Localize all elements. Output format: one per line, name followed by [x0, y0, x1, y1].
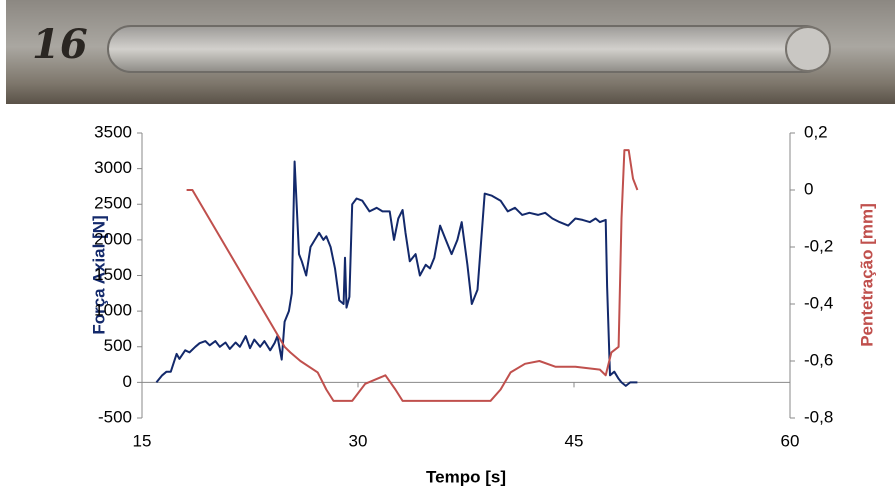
y2-tick-label: -0,6: [804, 350, 833, 369]
weld-groove: [107, 25, 829, 73]
data-line: [186, 149, 639, 402]
y-tick-label: 3500: [94, 122, 132, 141]
sample-label: 16: [32, 21, 88, 68]
y-tick-label: 2500: [94, 194, 132, 213]
x-tick-label: 45: [565, 431, 584, 450]
y2-axis-title: Pentetração [mm]: [857, 203, 876, 347]
x-tick-label: 30: [349, 431, 368, 450]
y2-tick-label: -0,2: [804, 236, 833, 255]
y-tick-label: 2000: [94, 229, 132, 248]
y2-tick-label: 0: [804, 179, 813, 198]
y2-tick-label: -0,8: [804, 407, 833, 426]
y-tick-label: 1500: [94, 265, 132, 284]
y-tick-label: 0: [123, 372, 132, 391]
data-line: [155, 160, 638, 387]
x-tick-label: 15: [133, 431, 152, 450]
y-axis-title: Força Axial [N]: [89, 215, 108, 334]
exit-hole: [785, 26, 831, 72]
x-tick-label: 60: [781, 431, 800, 450]
y2-tick-label: -0,4: [804, 293, 833, 312]
x-axis-title: Tempo [s]: [426, 467, 506, 486]
photo: 16: [6, 0, 895, 104]
y-tick-label: -500: [98, 407, 132, 426]
y2-tick-label: 0,2: [804, 122, 828, 141]
y-tick-label: 1000: [94, 301, 132, 320]
y-tick-label: 500: [104, 336, 132, 355]
y-tick-label: 3000: [94, 158, 132, 177]
